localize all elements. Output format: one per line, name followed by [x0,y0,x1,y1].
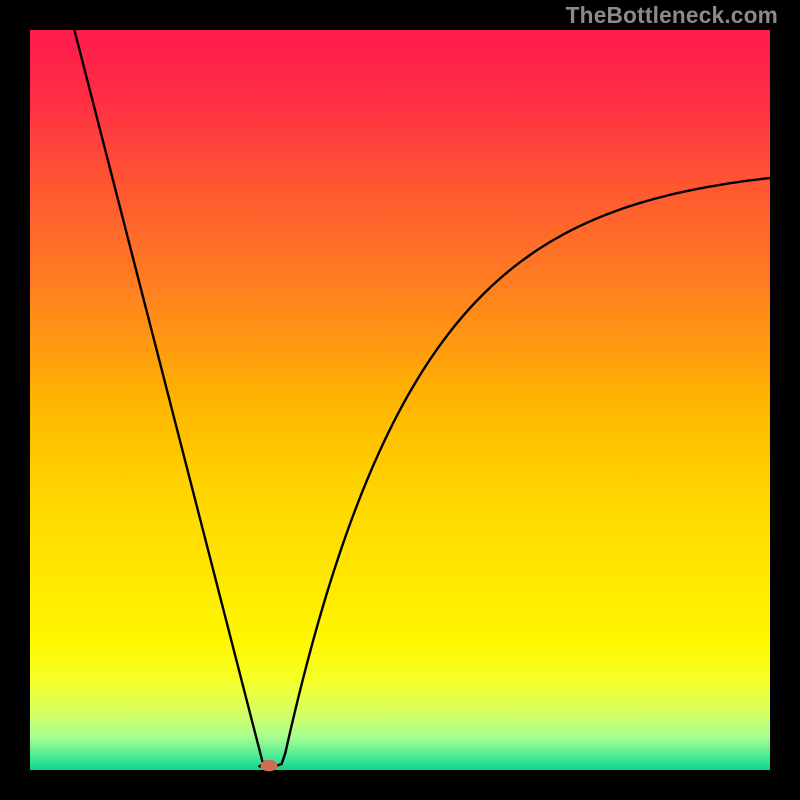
watermark-text: TheBottleneck.com [566,2,778,29]
bottleneck-chart [0,0,800,800]
gradient-background [30,30,770,770]
chart-frame: TheBottleneck.com [0,0,800,800]
optimal-point-marker [261,760,278,772]
